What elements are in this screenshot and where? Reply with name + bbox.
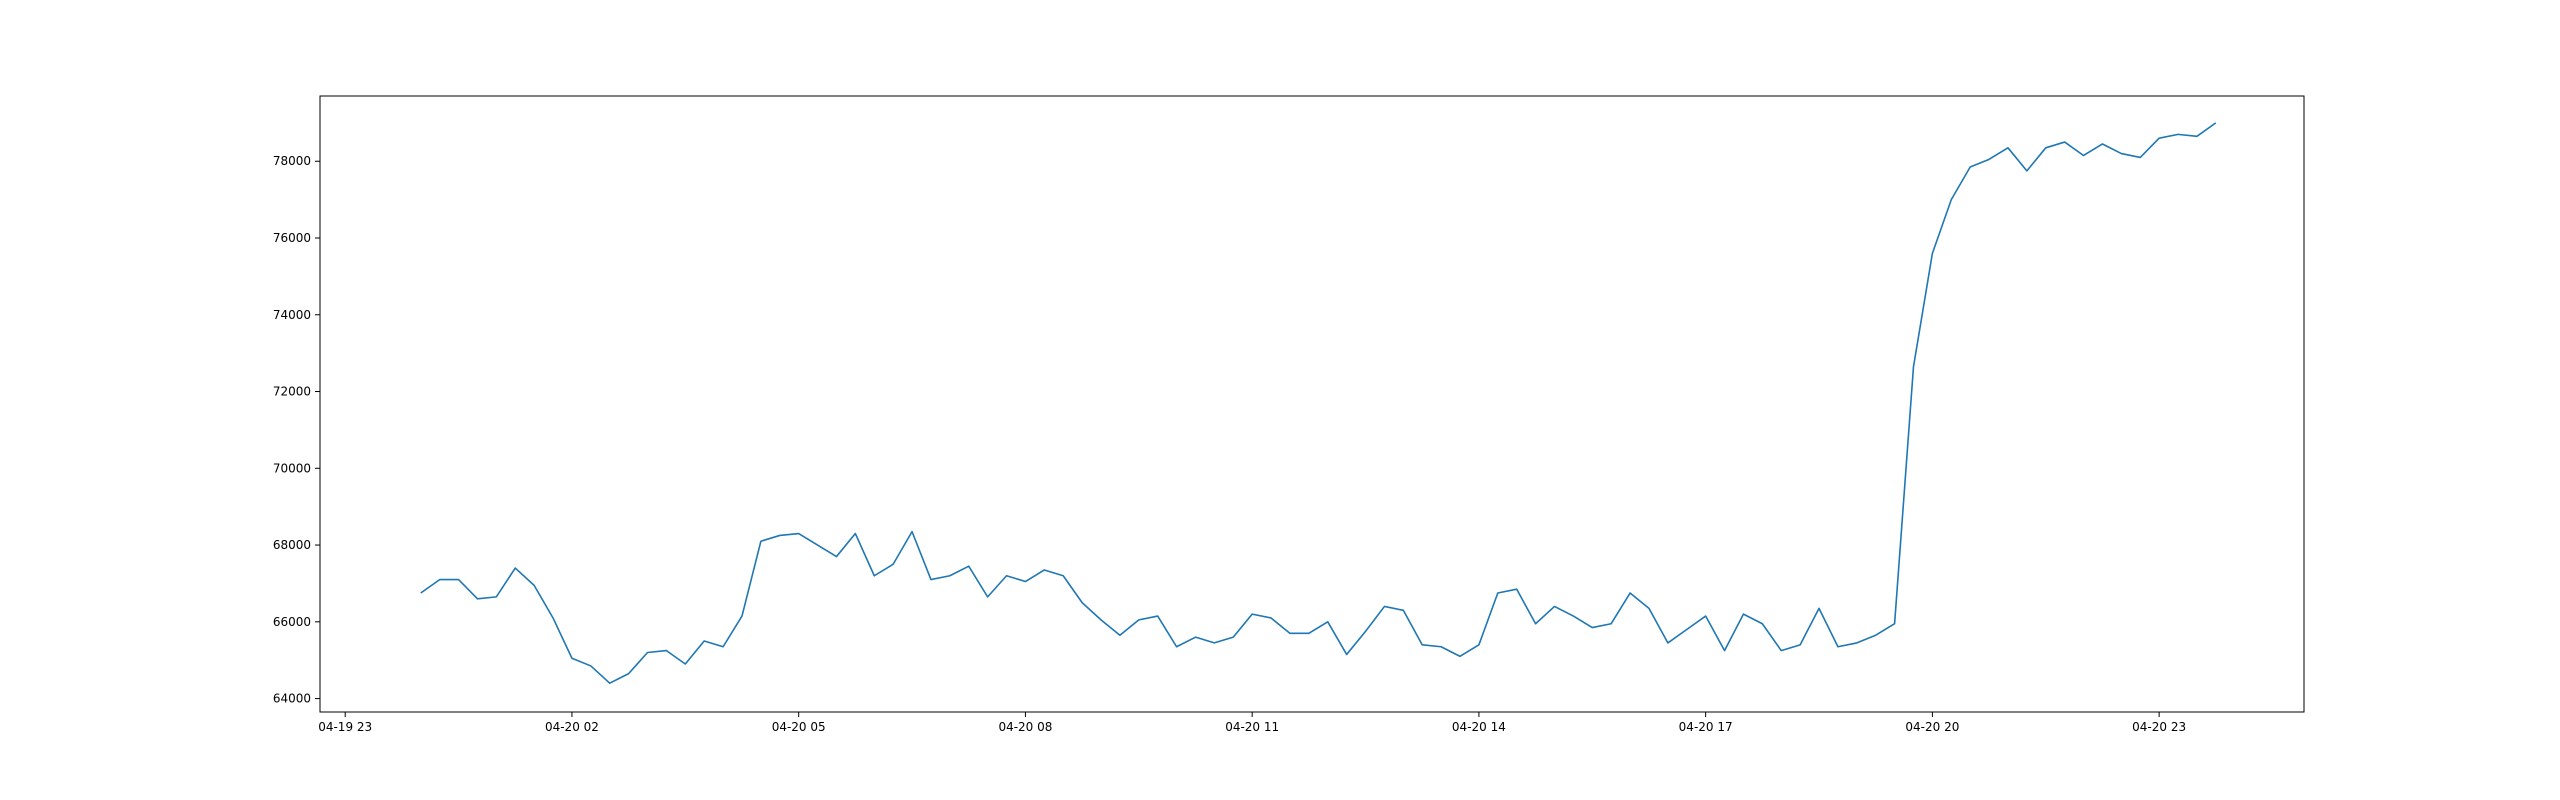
y-tick-label: 76000 bbox=[273, 231, 311, 245]
y-tick-label: 66000 bbox=[273, 615, 311, 629]
x-tick-label: 04-20 02 bbox=[545, 720, 599, 734]
x-tick-label: 04-20 17 bbox=[1679, 720, 1733, 734]
plot-area bbox=[320, 96, 2304, 712]
x-tick-label: 04-20 11 bbox=[1225, 720, 1279, 734]
y-tick-label: 72000 bbox=[273, 385, 311, 399]
y-tick-label: 64000 bbox=[273, 692, 311, 706]
x-tick-label: 04-20 05 bbox=[772, 720, 826, 734]
x-tick-label: 04-20 23 bbox=[2132, 720, 2186, 734]
x-axis: 04-19 23 04-20 02 04-20 05 04-20 08 04-20 11… bbox=[318, 712, 2186, 734]
y-tick-label: 70000 bbox=[273, 461, 311, 475]
series-layer bbox=[420, 122, 2217, 685]
y-axis: 64000 66000 68000 70000 72000 74000 76000 78000 bbox=[273, 154, 320, 706]
x-tick-label: 04-20 08 bbox=[998, 720, 1052, 734]
y-tick-label: 74000 bbox=[273, 308, 311, 322]
plot-frame bbox=[319, 95, 2305, 713]
x-tick-label: 04-19 23 bbox=[318, 720, 372, 734]
x-tick-label: 04-20 14 bbox=[1452, 720, 1506, 734]
y-tick-label: 68000 bbox=[273, 538, 311, 552]
series-line bbox=[420, 122, 2217, 685]
x-tick-label: 04-20 20 bbox=[1905, 720, 1959, 734]
y-tick-label: 78000 bbox=[273, 154, 311, 168]
